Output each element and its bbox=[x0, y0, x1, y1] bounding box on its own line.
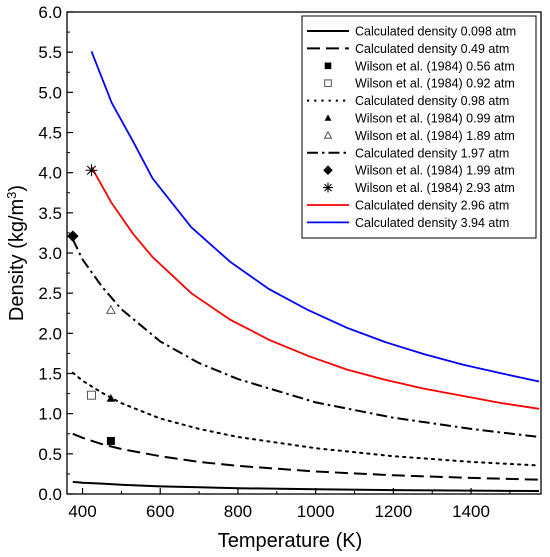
series-line-calculated-density-0-98-atm bbox=[71, 371, 541, 467]
legend-label-wilson-et-al-1984-0-99-atm: Wilson et al. (1984) 0.99 atm bbox=[355, 112, 515, 126]
data-point-wilson-et-al-1984-2-93-atm-0 bbox=[85, 164, 98, 177]
legend-label-calculated-density-3-94-atm: Calculated density 3.94 atm bbox=[355, 216, 509, 230]
legend-swatch-wilson-et-al-1984-0-99-atm bbox=[324, 114, 332, 121]
y-axis-label-superscript: 3 bbox=[4, 192, 19, 199]
y-axis-label: Density (kg/m3) bbox=[4, 185, 28, 321]
legend-swatch-wilson-et-al-1984-1-99-atm bbox=[323, 165, 333, 175]
y-tick-label-0: 0.0 bbox=[38, 485, 62, 504]
y-tick-label-12: 6.0 bbox=[38, 3, 62, 22]
y-tick-label-2: 1.0 bbox=[38, 405, 62, 424]
series-line-calculated-density-0-098-atm bbox=[72, 480, 540, 492]
x-tick-label-800: 800 bbox=[224, 502, 252, 521]
legend-label-wilson-et-al-1984-2-93-atm: Wilson et al. (1984) 2.93 atm bbox=[355, 181, 515, 195]
y-axis-ticks: 0.0 0.5 1.0 1.5 2.0 2.5 3.0 3.5 4.0 4.5 5.0 5.5 6.0 bbox=[38, 3, 73, 504]
legend-label-calculated-density-0-98-atm: Calculated density 0.98 atm bbox=[355, 94, 509, 108]
legend-label-wilson-et-al-1984-0-56-atm: Wilson et al. (1984) 0.56 atm bbox=[355, 59, 515, 73]
x-tick-label-1000: 1000 bbox=[297, 502, 335, 521]
legend: Calculated density 0.098 atm Calculated d… bbox=[301, 15, 537, 239]
legend-label-calculated-density-0-49-atm: Calculated density 0.49 atm bbox=[355, 42, 509, 56]
y-tick-label-6: 3.0 bbox=[38, 244, 62, 263]
series-line-calculated-density-3-94-atm bbox=[90, 51, 540, 383]
legend-box bbox=[301, 15, 537, 239]
series-line-calculated-density-1-97-atm bbox=[71, 238, 540, 438]
legend-label-wilson-et-al-1984-1-99-atm: Wilson et al. (1984) 1.99 atm bbox=[355, 164, 515, 178]
marker-layer bbox=[67, 164, 116, 445]
data-point-wilson-et-al-1984-0-99-atm-0 bbox=[106, 394, 116, 402]
y-tick-label-10: 5.0 bbox=[38, 83, 62, 102]
y-tick-label-4: 2.0 bbox=[38, 324, 62, 343]
data-point-wilson-et-al-1984-0-56-atm-0 bbox=[106, 436, 115, 445]
legend-label-calculated-density-0-098-atm: Calculated density 0.098 atm bbox=[355, 25, 516, 39]
data-point-wilson-et-al-1984-1-89-atm-0 bbox=[105, 304, 116, 314]
data-point-wilson-et-al-1984-0-92-atm-0 bbox=[87, 390, 96, 400]
series-line-calculated-density-0-49-atm bbox=[72, 432, 540, 481]
legend-label-calculated-density-1-97-atm: Calculated density 1.97 atm bbox=[355, 146, 509, 160]
data-point-wilson-et-al-1984-1-99-atm-0 bbox=[67, 230, 79, 242]
legend-label-wilson-et-al-1984-0-92-atm: Wilson et al. (1984) 0.92 atm bbox=[355, 77, 515, 91]
y-tick-label-9: 4.5 bbox=[38, 124, 62, 143]
y-tick-label-8: 4.0 bbox=[38, 164, 62, 183]
x-tick-label-600: 600 bbox=[146, 502, 174, 521]
y-tick-label-3: 1.5 bbox=[38, 365, 62, 384]
x-tick-label-1400: 1400 bbox=[452, 502, 490, 521]
legend-swatch-wilson-et-al-1984-2-93-atm bbox=[323, 182, 333, 193]
y-tick-label-5: 2.5 bbox=[38, 284, 62, 303]
legend-label-wilson-et-al-1984-1-89-atm: Wilson et al. (1984) 1.89 atm bbox=[355, 129, 515, 143]
series-line-calculated-density-2-96-atm bbox=[90, 166, 540, 410]
series-layer bbox=[71, 51, 541, 492]
x-axis-label: Temperature (K) bbox=[218, 530, 363, 552]
legend-label-calculated-density-2-96-atm: Calculated density 2.96 atm bbox=[355, 199, 509, 213]
y-tick-label-11: 5.5 bbox=[38, 43, 62, 62]
y-tick-label-7: 3.5 bbox=[38, 204, 62, 223]
x-tick-label-400: 400 bbox=[68, 502, 96, 521]
legend-swatch-wilson-et-al-1984-0-92-atm bbox=[324, 79, 332, 87]
x-axis-ticks: 400 600 800 1000 1200 1400 bbox=[68, 488, 511, 521]
legend-swatch-wilson-et-al-1984-1-89-atm bbox=[323, 130, 333, 139]
x-tick-label-1200: 1200 bbox=[374, 502, 412, 521]
y-tick-label-1: 0.5 bbox=[38, 445, 62, 464]
legend-swatch-wilson-et-al-1984-0-56-atm bbox=[324, 62, 332, 70]
